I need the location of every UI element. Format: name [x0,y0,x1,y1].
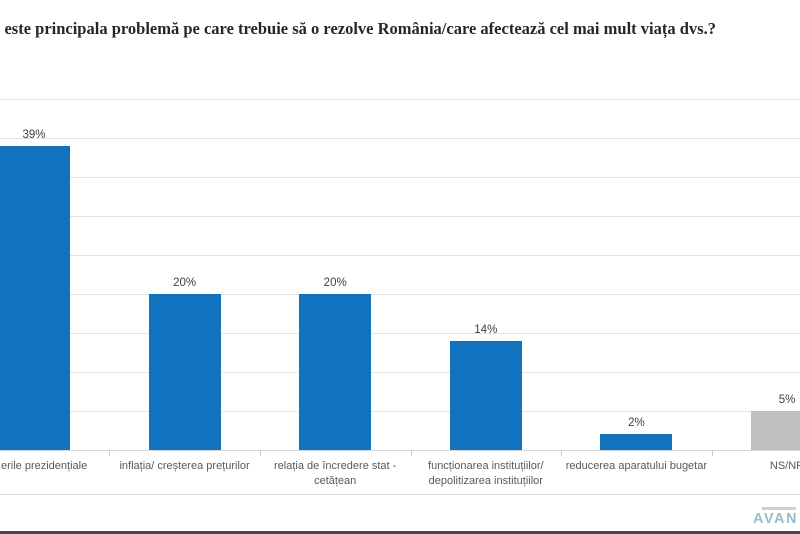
category-label-line: inflația/ creșterea prețurilor [119,460,250,472]
gridline-40pct [0,138,800,139]
x-axis-tick [109,451,111,456]
category-label-1: erile prezidențiale [1,459,87,474]
chart-title: e este principala problemă pe care trebu… [0,19,716,38]
x-axis-tick [259,451,261,456]
gridline-35pct [0,177,800,178]
category-label-line: reducerea aparatului bugetar [565,460,708,472]
category-label-4: funcționarea instituțiilor/depolitizarea… [396,459,576,489]
category-label-line: erile prezidențiale [1,460,88,472]
bar-1 [0,146,70,450]
avangarde-logo: AVAN [753,507,800,527]
category-label-2: inflația/ creșterea prețurilor [95,459,275,474]
gridline-20pct [0,294,800,295]
category-label-line: cetățean [314,475,357,487]
x-axis-tick [410,451,412,456]
category-label-3: relația de încredere stat - cetățean [245,459,425,489]
footer-divider [0,494,800,495]
bar-value-label-3: 20% [323,277,347,289]
gridline-10pct [0,372,800,373]
bar-value-label-4: 14% [474,324,498,336]
x-axis-tick [711,451,713,456]
bar-3 [299,294,371,450]
category-label-line: NS/NR [769,460,800,472]
bar-value-label-1: 39% [22,129,46,141]
gridline-5pct [0,411,800,412]
category-label-line: relația de încredere stat - [274,460,397,472]
logo-text: AVAN [753,511,798,527]
x-axis-line [0,450,800,451]
x-axis-tick [561,451,563,456]
bar-value-label-5: 2% [628,417,645,429]
bar-value-label-6: 5% [778,394,796,406]
gridline-45pct [0,99,800,100]
category-label-line: depolitizarea instituțiilor [428,475,543,487]
bottom-border [0,531,800,534]
category-label-5: reducerea aparatului bugetar [546,459,726,474]
bar-4 [450,341,522,450]
gridline-30pct [0,216,800,217]
bar-value-label-2: 20% [173,277,197,289]
bar-2 [149,294,221,450]
gridline-25pct [0,255,800,256]
category-label-line: funcționarea instituțiilor/ [428,460,544,472]
category-label-6: NS/NR [697,459,800,474]
gridline-15pct [0,333,800,334]
logo-tagline [762,507,796,510]
bar-5 [600,434,672,450]
bar-6 [751,411,800,450]
